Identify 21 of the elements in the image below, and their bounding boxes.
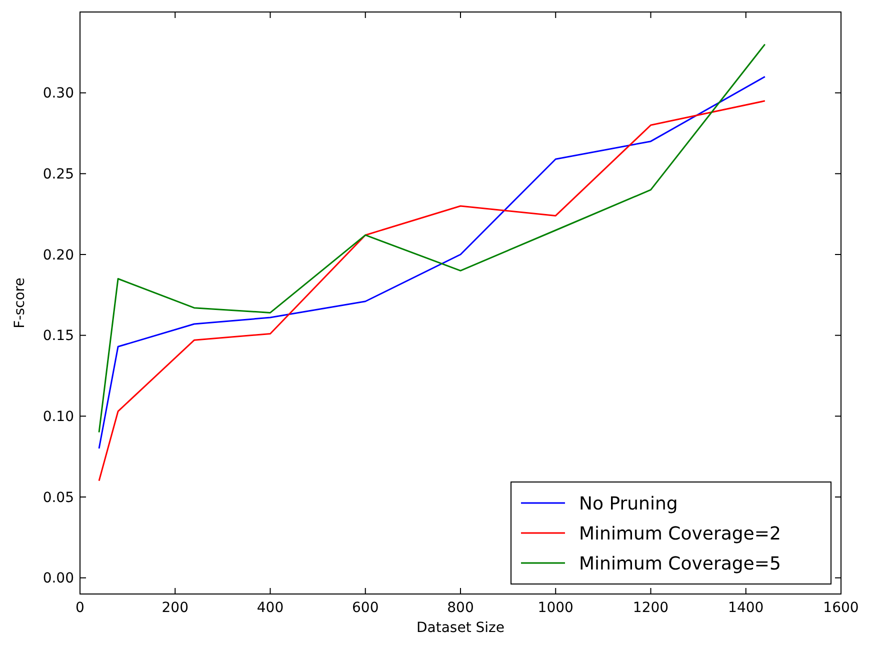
x-tick-label: 400 (256, 600, 284, 616)
y-tick-label: 0.20 (42, 247, 74, 264)
legend-label: No Pruning (579, 493, 678, 514)
y-axis-title: F-score (12, 278, 28, 328)
y-tick-label: 0.00 (42, 570, 74, 587)
y-tick-label: 0.30 (42, 86, 74, 102)
x-tick-label: 600 (352, 600, 379, 616)
x-axis-title: Dataset Size (416, 620, 505, 636)
x-tick-label: 200 (162, 600, 188, 616)
y-tick-label: 0.15 (42, 328, 74, 344)
y-tick-label: 0.10 (42, 409, 74, 426)
x-tick-label: 1600 (823, 600, 859, 616)
x-tick-label: 800 (447, 600, 474, 616)
x-tick-label: 1400 (728, 600, 764, 616)
legend-label: Minimum Coverage=2 (579, 523, 781, 544)
x-tick-label: 1000 (538, 600, 574, 616)
y-tick-label: 0.05 (42, 490, 74, 506)
x-tick-label: 1200 (632, 600, 669, 616)
x-tick-label: 0 (76, 600, 84, 616)
y-tick-label: 0.25 (42, 166, 74, 183)
legend-label: Minimum Coverage=5 (579, 553, 781, 574)
